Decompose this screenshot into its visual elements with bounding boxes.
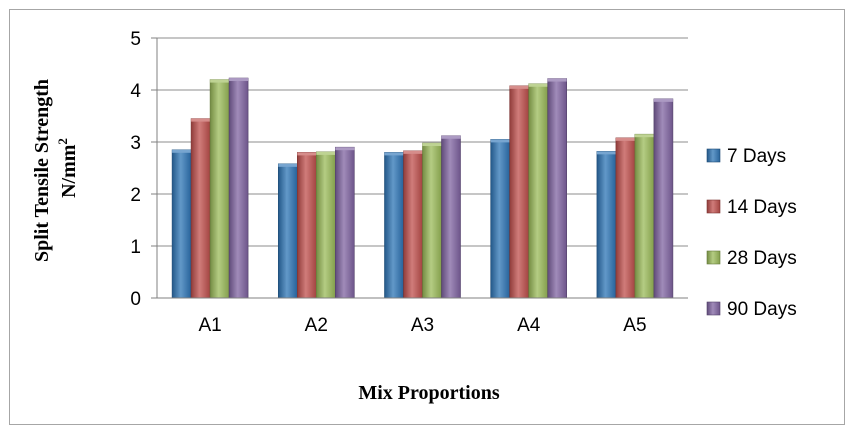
y-tick-labels: 0 1 2 3 4 5 [130, 29, 141, 310]
bar-a1-14-days [190, 118, 211, 299]
bars [171, 77, 674, 299]
bar-cap [316, 151, 336, 155]
bar-cap [596, 151, 616, 155]
bar-a2-14-days [296, 152, 317, 299]
bar-a4-90-days [547, 78, 568, 299]
y-axis-title-line1: Split Tensile Strength [31, 79, 53, 262]
bar-cap [229, 78, 249, 82]
bar-cap [547, 78, 567, 82]
x-tick-label: A5 [623, 315, 646, 336]
y-axis-title-line2: N/mm2 [55, 138, 80, 198]
x-tick-label: A3 [411, 315, 434, 336]
axes [156, 38, 688, 299]
bar-a2-7-days [277, 163, 298, 299]
bar-cap [528, 83, 548, 87]
bar-cap [653, 98, 673, 102]
legend-swatch [706, 148, 721, 163]
bar-cap [441, 135, 461, 139]
bar-a1-28-days [209, 79, 230, 299]
y-tick-label: 1 [130, 237, 141, 258]
bar-a1-7-days [171, 149, 192, 299]
bar-cap [384, 152, 404, 156]
bar-a2-90-days [334, 146, 355, 299]
y-tick-label: 4 [130, 81, 141, 102]
x-tick-label: A1 [198, 315, 221, 336]
legend-label: 90 Days [727, 299, 797, 320]
legend-label: 14 Days [727, 197, 797, 218]
bar-a3-14-days [403, 150, 423, 299]
legend-label: 7 Days [727, 146, 786, 167]
bar-cap [278, 163, 298, 167]
bar-cap [335, 147, 355, 151]
legend-swatch [706, 250, 721, 265]
legend: 7 Days 14 Days 28 Days 90 Days [706, 146, 797, 320]
x-tick-label: A2 [305, 315, 328, 336]
bar-cap [210, 79, 230, 83]
x-tick-label: A4 [517, 315, 541, 336]
bar-a5-7-days [596, 151, 617, 299]
bar-cap [509, 85, 529, 89]
y-tick-label: 3 [130, 133, 141, 154]
bar-a2-28-days [315, 151, 336, 299]
y-tick-label: 2 [130, 185, 141, 206]
bar-a1-90-days [228, 77, 249, 299]
bar-cap [191, 118, 211, 122]
x-axis-title: Mix Proportions [358, 382, 500, 404]
y-axis-title: Split Tensile Strength N/mm2 [31, 74, 80, 262]
bar-a5-90-days [653, 98, 674, 299]
y-axis-superscript: 2 [55, 138, 70, 145]
bar-a4-14-days [509, 85, 530, 299]
bar-a3-7-days [384, 152, 404, 299]
bar-cap [172, 149, 192, 153]
legend-swatch [706, 199, 721, 214]
y-tick-label: 5 [130, 29, 141, 50]
bar-a4-7-days [490, 139, 511, 299]
bar-a3-90-days [441, 135, 461, 299]
y-tick-label: 0 [130, 289, 141, 310]
bar-cap [403, 150, 423, 154]
bar-cap [297, 152, 317, 156]
bar-a3-28-days [422, 142, 442, 299]
bar-a4-28-days [528, 83, 549, 299]
bar-a5-14-days [615, 137, 636, 299]
legend-swatch [706, 301, 721, 316]
bar-cap [634, 134, 654, 138]
bar-cap [422, 143, 442, 147]
bar-cap [490, 139, 510, 143]
bar-cap [615, 137, 635, 141]
x-tick-labels: A1 A2 A3 A4 A5 [198, 315, 646, 336]
bar-a5-28-days [634, 133, 655, 299]
legend-label: 28 Days [727, 248, 797, 269]
